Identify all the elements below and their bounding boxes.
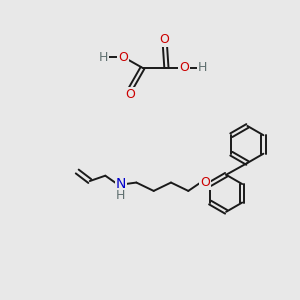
Text: O: O [200, 176, 210, 189]
Text: O: O [159, 33, 169, 46]
Text: O: O [125, 88, 135, 101]
Text: O: O [179, 61, 189, 74]
Text: O: O [118, 51, 128, 64]
Text: H: H [116, 189, 125, 202]
Text: H: H [99, 51, 108, 64]
Text: N: N [116, 177, 126, 191]
Text: H: H [198, 61, 207, 74]
